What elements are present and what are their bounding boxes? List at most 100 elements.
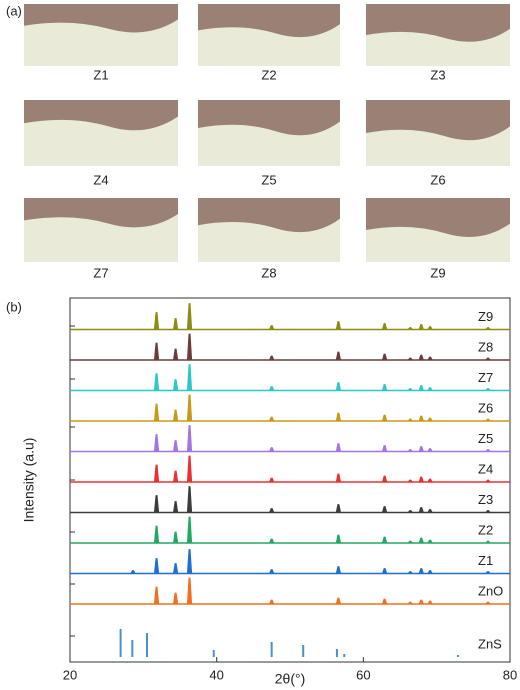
- series-label: Z6: [478, 400, 493, 415]
- peak: [153, 586, 160, 605]
- peak: [172, 470, 179, 483]
- peak: [335, 504, 342, 513]
- peak: [172, 531, 179, 544]
- peak: [153, 373, 160, 391]
- peak: [427, 326, 433, 330]
- peak: [427, 478, 433, 483]
- peak: [268, 355, 275, 361]
- peak: [172, 409, 179, 422]
- peak: [186, 333, 193, 361]
- peak: [172, 440, 179, 452]
- sample-label: Z8: [261, 265, 276, 280]
- peak: [484, 479, 492, 483]
- peak: [268, 508, 275, 513]
- sample-label: Z7: [93, 265, 108, 280]
- peak: [268, 386, 275, 391]
- peak: [381, 506, 388, 513]
- panel-label: (a): [6, 3, 22, 18]
- peak: [427, 417, 433, 422]
- peak: [268, 538, 275, 544]
- peak: [186, 486, 193, 513]
- peak: [153, 558, 160, 574]
- powder: [198, 121, 340, 166]
- peak: [427, 387, 433, 391]
- peak: [186, 364, 193, 391]
- bag-sheen: [198, 198, 340, 262]
- peak: [186, 577, 193, 605]
- peak: [335, 382, 342, 391]
- sample-label: Z5: [261, 172, 276, 187]
- peak: [172, 379, 179, 391]
- peak: [418, 324, 425, 330]
- peak: [418, 537, 425, 544]
- peak: [381, 445, 388, 452]
- peak: [418, 385, 425, 391]
- peak: [484, 540, 492, 544]
- peak: [381, 568, 388, 574]
- peak: [484, 449, 492, 452]
- peak: [418, 568, 425, 574]
- peak: [335, 321, 342, 330]
- peak: [268, 325, 275, 330]
- x-tick-label: 60: [356, 667, 370, 682]
- peak: [153, 342, 160, 361]
- bag-sheen: [366, 198, 510, 262]
- peak: [381, 353, 388, 361]
- peak: [381, 536, 388, 544]
- peak: [381, 323, 388, 330]
- powder: [366, 126, 510, 166]
- peak: [418, 446, 425, 452]
- peak: [172, 501, 179, 513]
- peak: [381, 414, 388, 422]
- peak: [407, 449, 414, 452]
- photo-grid: Z1 Z2 Z3 Z4 Z5 Z6 Z7 Z8 Z9: [24, 4, 510, 280]
- peak: [418, 599, 425, 605]
- series-label: Z7: [478, 370, 493, 385]
- bag-sheen: [366, 100, 510, 166]
- peak: [172, 592, 179, 605]
- peak: [268, 477, 275, 483]
- peak: [484, 418, 492, 422]
- peak: [153, 434, 160, 452]
- peak: [407, 540, 414, 544]
- peak: [484, 327, 492, 330]
- series-label: Z2: [478, 522, 493, 537]
- panel-label: (b): [6, 299, 22, 314]
- peak: [268, 447, 275, 452]
- peak: [186, 425, 193, 452]
- peak: [407, 388, 414, 391]
- series-label: ZnS: [478, 636, 502, 651]
- powder: [366, 223, 510, 262]
- peak: [407, 601, 414, 605]
- sample-label: Z3: [430, 67, 445, 82]
- sample-label: Z6: [430, 172, 445, 187]
- x-tick-label: 40: [209, 667, 223, 682]
- peak: [381, 384, 388, 391]
- peak: [172, 348, 179, 361]
- peak: [130, 570, 136, 574]
- peak: [153, 495, 160, 513]
- peak: [418, 415, 425, 422]
- x-axis-label: 2θ(°): [275, 671, 306, 687]
- peak: [153, 525, 160, 544]
- peak: [407, 418, 414, 422]
- series-label: Z1: [478, 553, 493, 568]
- peak: [407, 479, 414, 483]
- peak: [186, 303, 193, 330]
- series-label: Z9: [478, 309, 493, 324]
- peak: [335, 473, 342, 483]
- series-label: Z3: [478, 492, 493, 507]
- powder: [24, 214, 178, 262]
- peak: [484, 510, 492, 513]
- peak: [186, 455, 193, 483]
- peak: [484, 571, 492, 574]
- series-label: Z4: [478, 461, 493, 476]
- y-axis-label: Intensity (a.u): [21, 438, 37, 523]
- peak: [407, 327, 414, 330]
- bag-sheen: [24, 100, 178, 166]
- peak: [407, 357, 414, 361]
- peak: [268, 599, 275, 605]
- sample-label: Z9: [430, 265, 445, 280]
- peak: [427, 509, 433, 513]
